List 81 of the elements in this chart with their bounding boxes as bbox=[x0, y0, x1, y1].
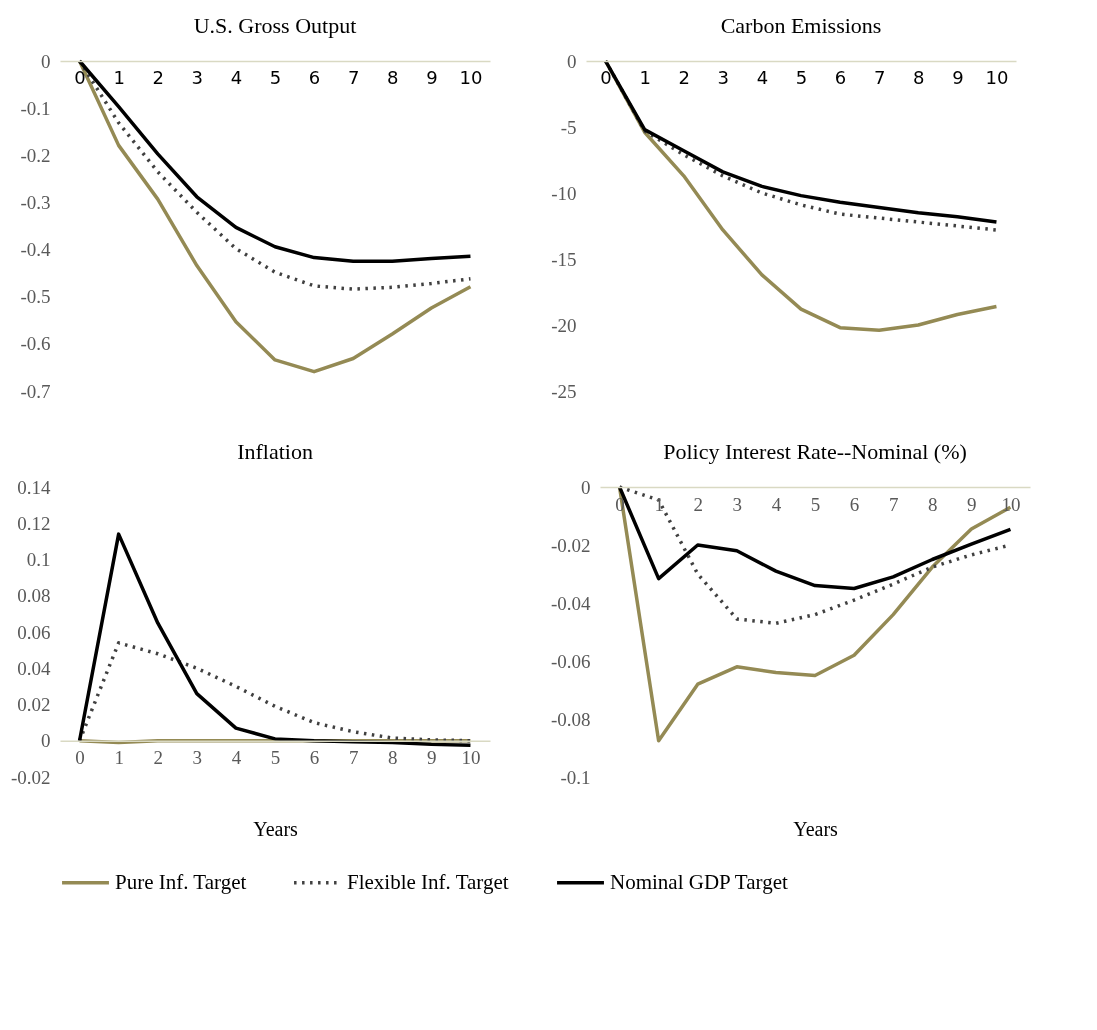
legend-label: Nominal GDP Target bbox=[610, 869, 788, 894]
legend-label: Pure Inf. Target bbox=[115, 869, 247, 894]
chart-title: Inflation bbox=[237, 439, 313, 464]
x-tick-label: 4 bbox=[756, 66, 769, 88]
x-tick-label: 7 bbox=[348, 747, 359, 769]
legend-label: Flexible Inf. Target bbox=[347, 869, 509, 894]
x-tick-label: 2 bbox=[153, 747, 163, 769]
x-axis-title: Years bbox=[253, 817, 299, 840]
x-tick-label: 3 bbox=[191, 66, 204, 88]
x-tick-label: 1 bbox=[113, 66, 125, 88]
x-tick-label: 7 bbox=[347, 66, 360, 88]
chart-title: Carbon Emissions bbox=[720, 13, 882, 38]
y-tick-label: -0.1 bbox=[20, 97, 51, 119]
x-tick-label: 8 bbox=[387, 66, 399, 88]
x-tick-label: 3 bbox=[732, 493, 743, 515]
y-tick-label: -0.4 bbox=[20, 239, 51, 261]
x-tick-label: 9 bbox=[952, 66, 964, 88]
x-tick-label: 0 bbox=[600, 66, 612, 88]
y-tick-label: 0.04 bbox=[17, 657, 51, 679]
y-tick-label: -0.5 bbox=[20, 286, 51, 308]
y-tick-label: -0.08 bbox=[550, 708, 591, 730]
y-tick-label: -0.06 bbox=[550, 650, 591, 672]
y-tick-label: -0.02 bbox=[550, 534, 591, 556]
y-tick-label: 0.08 bbox=[17, 585, 51, 607]
y-tick-label: 0.12 bbox=[17, 512, 51, 534]
y-tick-label: -0.02 bbox=[10, 766, 51, 788]
x-tick-label: 3 bbox=[717, 66, 730, 88]
y-tick-label: 0.06 bbox=[17, 621, 51, 643]
y-tick-label: -20 bbox=[551, 314, 577, 336]
y-tick-label: -0.6 bbox=[20, 333, 51, 355]
y-tick-label: -0.04 bbox=[550, 592, 591, 614]
x-tick-label: 8 bbox=[928, 493, 938, 515]
x-tick-label: 8 bbox=[913, 66, 925, 88]
x-tick-label: 1 bbox=[639, 66, 651, 88]
x-tick-label: 7 bbox=[888, 493, 899, 515]
x-tick-label: 5 bbox=[270, 747, 281, 769]
x-tick-label: 6 bbox=[309, 747, 320, 769]
x-tick-label: 9 bbox=[967, 493, 977, 515]
x-tick-label: 5 bbox=[795, 66, 808, 88]
x-tick-label: 0 bbox=[75, 747, 85, 769]
x-tick-label: 0 bbox=[74, 66, 86, 88]
y-tick-label: 0 bbox=[41, 730, 51, 752]
x-tick-label: 6 bbox=[834, 66, 847, 88]
x-tick-label: 5 bbox=[810, 493, 821, 515]
y-tick-label: -0.3 bbox=[20, 191, 51, 213]
y-tick-label: -5 bbox=[560, 116, 577, 138]
x-tick-label: 2 bbox=[152, 66, 164, 88]
y-tick-label: 0 bbox=[41, 50, 51, 72]
x-tick-label: 6 bbox=[849, 493, 860, 515]
y-tick-label: -15 bbox=[551, 248, 577, 270]
y-tick-label: -25 bbox=[551, 380, 577, 402]
x-tick-label: 2 bbox=[693, 493, 703, 515]
y-tick-label: -0.2 bbox=[20, 144, 51, 166]
x-tick-label: 9 bbox=[427, 747, 437, 769]
x-tick-label: 3 bbox=[192, 747, 203, 769]
x-tick-label: 7 bbox=[873, 66, 886, 88]
x-tick-label: 10 bbox=[1001, 493, 1021, 515]
x-tick-label: 4 bbox=[231, 747, 242, 769]
x-axis-title: Years bbox=[793, 817, 839, 840]
x-tick-label: 4 bbox=[771, 493, 782, 515]
y-tick-label: 0.1 bbox=[26, 549, 51, 570]
x-tick-label: 8 bbox=[388, 747, 398, 769]
chart-title: U.S. Gross Output bbox=[193, 13, 357, 38]
x-tick-label: 9 bbox=[426, 66, 438, 88]
y-tick-label: 0 bbox=[581, 476, 591, 498]
x-tick-label: 10 bbox=[461, 747, 481, 769]
line-series bbox=[77, 532, 473, 748]
y-tick-label: 0.02 bbox=[17, 694, 51, 715]
x-tick-label: 5 bbox=[269, 66, 282, 88]
y-tick-label: 0 bbox=[567, 50, 577, 72]
x-tick-label: 1 bbox=[114, 747, 124, 769]
chart-title: Policy Interest Rate--Nominal (%) bbox=[663, 439, 967, 464]
x-tick-label: 2 bbox=[678, 66, 690, 88]
x-tick-label: 10 bbox=[459, 66, 483, 88]
y-tick-label: 0.14 bbox=[17, 476, 51, 498]
x-tick-label: 4 bbox=[230, 66, 243, 88]
x-tick-label: 10 bbox=[985, 66, 1009, 88]
y-tick-label: -0.7 bbox=[20, 380, 51, 402]
x-tick-label: 6 bbox=[308, 66, 321, 88]
y-tick-label: -10 bbox=[551, 182, 577, 204]
y-tick-label: -0.1 bbox=[560, 766, 591, 788]
